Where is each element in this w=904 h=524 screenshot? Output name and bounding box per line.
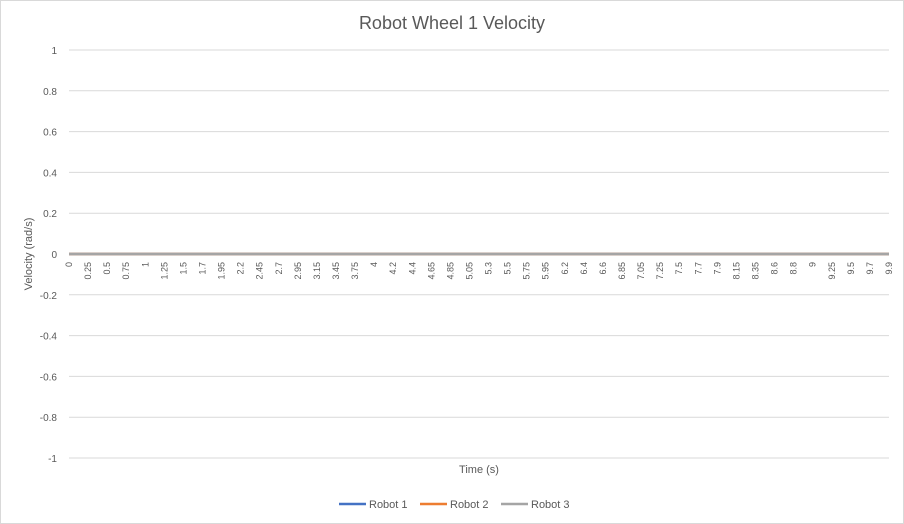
x-tick-label: 0.25 bbox=[83, 262, 93, 280]
x-tick-label: 5.75 bbox=[522, 262, 532, 280]
x-tick-label: 4 bbox=[369, 262, 379, 267]
y-tick-label: -0.2 bbox=[40, 291, 58, 302]
x-tick-label: 8.8 bbox=[789, 262, 799, 275]
x-tick-label: 5.05 bbox=[464, 262, 474, 280]
x-tick-label: 4.65 bbox=[426, 262, 436, 280]
x-tick-label: 1 bbox=[140, 262, 150, 267]
y-tick-label: 0 bbox=[51, 250, 57, 261]
x-tick-label: 1.5 bbox=[178, 262, 188, 275]
x-axis-label: Time (s) bbox=[459, 464, 499, 476]
y-tick-label: 0.4 bbox=[43, 168, 57, 179]
x-tick-label: 4.2 bbox=[388, 262, 398, 275]
x-tick-label: 9 bbox=[808, 262, 818, 267]
x-tick-label: 7.7 bbox=[693, 262, 703, 275]
y-tick-label: 1 bbox=[51, 46, 57, 57]
x-tick-label: 8.35 bbox=[751, 262, 761, 280]
chart-title: Robot Wheel 1 Velocity bbox=[359, 13, 545, 33]
x-tick-label: 6.85 bbox=[617, 262, 627, 280]
x-tick-label: 1.95 bbox=[217, 262, 227, 280]
legend: Robot 1 Robot 2 Robot 3 bbox=[339, 499, 570, 511]
x-tick-label: 1.7 bbox=[197, 262, 207, 275]
x-tick-label: 0.75 bbox=[121, 262, 131, 280]
y-tick-label: 0.6 bbox=[43, 128, 57, 139]
x-tick-label: 5.5 bbox=[503, 262, 513, 275]
x-tick-label: 9.7 bbox=[865, 262, 875, 275]
x-tick-label: 0.5 bbox=[102, 262, 112, 275]
x-tick-label: 4.4 bbox=[407, 262, 417, 275]
y-tick-label: -1 bbox=[48, 454, 57, 465]
x-tick-label: 6.4 bbox=[579, 262, 589, 275]
x-tick-label: 3.45 bbox=[331, 262, 341, 280]
x-tick-label: 9.25 bbox=[827, 262, 837, 280]
x-tick-label: 3.75 bbox=[350, 262, 360, 280]
x-tick-label: 8.15 bbox=[731, 262, 741, 280]
x-tick-label: 9.5 bbox=[846, 262, 856, 275]
x-axis-tick-labels: 0 0.25 0.5 0.75 1 1.25 1.5 1.7 1.95 2.2 2.45 2.7 2.9… bbox=[64, 262, 894, 280]
x-tick-label: 2.95 bbox=[293, 262, 303, 280]
x-tick-label: 4.85 bbox=[445, 262, 455, 280]
x-tick-label: 3.15 bbox=[312, 262, 322, 280]
x-tick-label: 9.9 bbox=[884, 262, 894, 275]
x-tick-label: 2.2 bbox=[236, 262, 246, 275]
x-tick-label: 6.2 bbox=[560, 262, 570, 275]
legend-entry: Robot 2 bbox=[450, 499, 489, 511]
y-tick-label: 0.8 bbox=[43, 87, 57, 98]
x-tick-label: 7.05 bbox=[636, 262, 646, 280]
x-tick-label: 7.5 bbox=[674, 262, 684, 275]
x-tick-label: 2.7 bbox=[274, 262, 284, 275]
x-tick-label: 8.6 bbox=[770, 262, 780, 275]
y-tick-label: -0.6 bbox=[40, 372, 58, 383]
legend-entry: Robot 3 bbox=[531, 499, 570, 511]
y-tick-label: -0.8 bbox=[40, 413, 58, 424]
x-tick-label: 5.95 bbox=[541, 262, 551, 280]
x-tick-label: 6.6 bbox=[598, 262, 608, 275]
x-tick-label: 1.25 bbox=[159, 262, 169, 280]
x-tick-label: 7.9 bbox=[712, 262, 722, 275]
x-tick-label: 5.3 bbox=[484, 262, 494, 275]
x-tick-label: 0 bbox=[64, 262, 74, 267]
x-tick-label: 7.25 bbox=[655, 262, 665, 280]
y-axis-label: Velocity (rad/s) bbox=[23, 218, 35, 291]
y-axis-tick-labels: 1 0.8 0.6 0.4 0.2 0 -0.2 -0.4 -0.6 -0.8 -1 bbox=[40, 46, 58, 465]
y-tick-label: 0.2 bbox=[43, 209, 57, 220]
x-tick-label: 2.45 bbox=[255, 262, 265, 280]
y-tick-label: -0.4 bbox=[40, 332, 58, 343]
legend-entry: Robot 1 bbox=[369, 499, 408, 511]
